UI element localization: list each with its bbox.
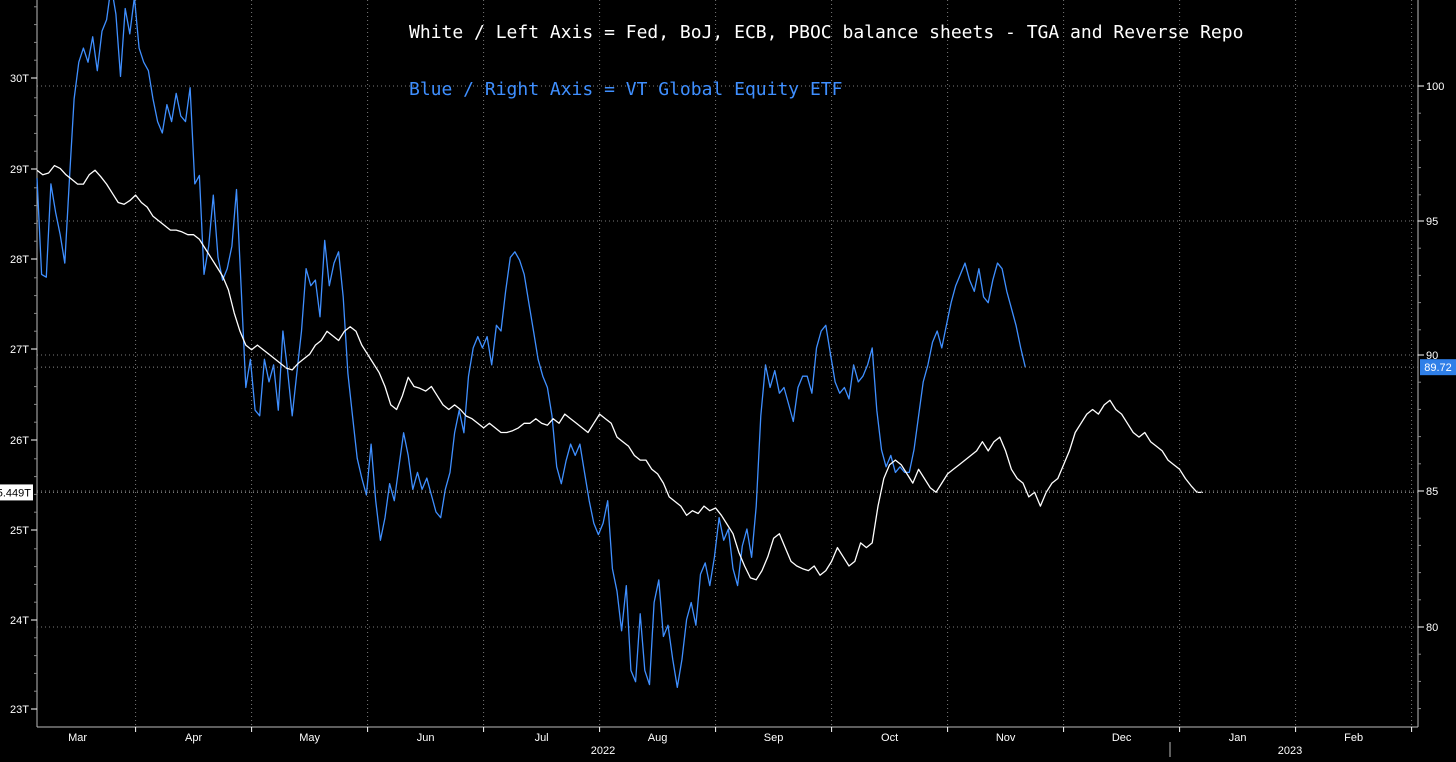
x-year-label: 2022 bbox=[591, 745, 615, 757]
right-tick-label: 100 bbox=[1426, 81, 1444, 93]
right-tick-label: 85 bbox=[1426, 486, 1438, 498]
left-last-value-label: 25.449T bbox=[0, 487, 31, 499]
x-tick-label: Jun bbox=[417, 732, 435, 744]
x-tick-label: May bbox=[299, 732, 320, 744]
left-tick-label: 23T bbox=[10, 704, 29, 716]
x-tick-label: Dec bbox=[1112, 732, 1132, 744]
series-line-right bbox=[36, 0, 1026, 689]
chart-title: White / Left Axis = Fed, BoJ, ECB, PBOC … bbox=[409, 22, 1243, 43]
x-tick-label: Apr bbox=[185, 732, 202, 744]
left-tick-label: 25T bbox=[10, 525, 29, 537]
left-tick-label: 28T bbox=[10, 254, 29, 266]
x-tick-label: Aug bbox=[648, 732, 668, 744]
left-tick-label: 24T bbox=[10, 615, 29, 627]
series-line-left bbox=[36, 164, 1203, 581]
x-tick-label: Sep bbox=[764, 732, 784, 744]
left-tick-label: 26T bbox=[10, 435, 29, 447]
right-tick-label: 80 bbox=[1426, 622, 1438, 634]
x-tick-label: Jan bbox=[1229, 732, 1247, 744]
x-tick-label: Jul bbox=[535, 732, 549, 744]
x-year-label: 2023 bbox=[1278, 745, 1302, 757]
chart-subtitle: Blue / Right Axis = VT Global Equity ETF bbox=[409, 79, 842, 100]
right-tick-label: 90 bbox=[1426, 350, 1438, 362]
left-tick-label: 30T bbox=[10, 73, 29, 85]
left-tick-label: 29T bbox=[10, 164, 29, 176]
right-last-value-label: 89.72 bbox=[1424, 362, 1452, 374]
left-tick-label: 27T bbox=[10, 344, 29, 356]
x-tick-label: Oct bbox=[881, 732, 898, 744]
left-last-value-badge bbox=[0, 484, 33, 501]
right-last-value-badge bbox=[1420, 359, 1456, 376]
x-tick-label: Feb bbox=[1344, 732, 1363, 744]
right-tick-label: 95 bbox=[1426, 216, 1438, 228]
axes: 23T 24T 25T 26T 27T 28T 29T 30T 80 85 90 95 100 Mar Ap… bbox=[10, 0, 1444, 757]
x-tick-label: Nov bbox=[996, 732, 1016, 744]
x-tick-label: Mar bbox=[68, 732, 87, 744]
series-layer bbox=[36, 0, 1203, 689]
last-value-markers: 25.449T 89.72 bbox=[0, 359, 1456, 501]
